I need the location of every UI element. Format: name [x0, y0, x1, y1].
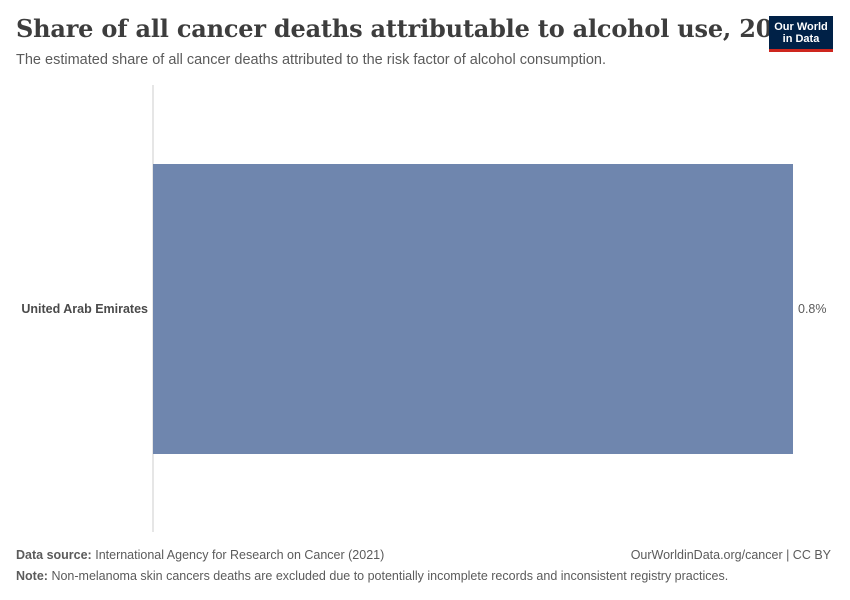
value-label: 0.8% — [798, 302, 827, 316]
data-source-label: Data source: — [16, 548, 92, 562]
logo-line-1: Our World — [774, 21, 828, 33]
chart-title: Share of all cancer deaths attributable … — [16, 14, 806, 43]
source-url[interactable]: OurWorldinData.org/cancer | CC BY — [630, 548, 831, 562]
logo-line-2: in Data — [782, 33, 820, 45]
category-label: United Arab Emirates — [21, 302, 148, 316]
owid-logo[interactable]: Our World in Data — [769, 16, 833, 52]
bar[interactable] — [153, 164, 793, 454]
bar-chart: United Arab Emirates 0.8% — [21, 85, 827, 532]
note-label: Note: — [16, 569, 48, 583]
data-source-text[interactable]: International Agency for Research on Can… — [95, 548, 385, 562]
chart-note: Note: Non-melanoma skin cancers deaths a… — [16, 569, 728, 583]
data-source: Data source: International Agency for Re… — [16, 548, 384, 562]
chart-subtitle: The estimated share of all cancer deaths… — [16, 52, 606, 68]
note-text: Non-melanoma skin cancers deaths are exc… — [51, 569, 729, 583]
